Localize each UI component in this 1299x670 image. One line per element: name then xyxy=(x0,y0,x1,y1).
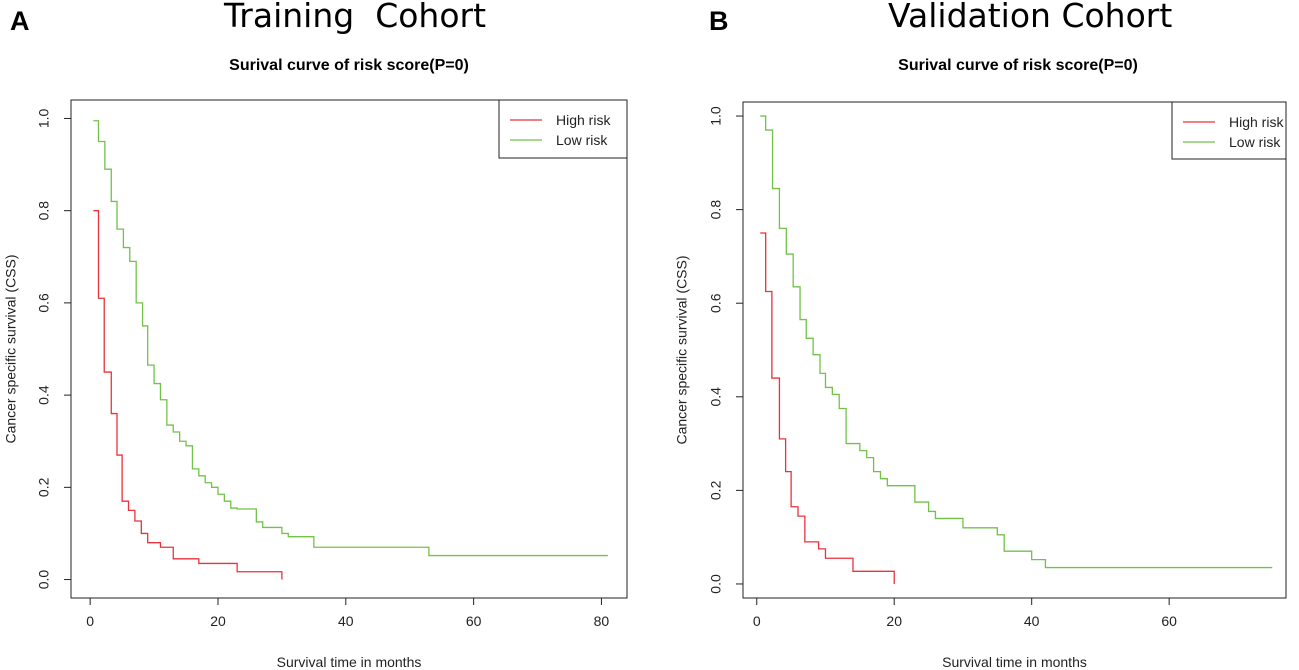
y-tick-label: 0.6 xyxy=(708,293,724,313)
panel-a: A Training Cohort Surival curve of risk … xyxy=(3,0,628,670)
y-tick-label: 0.2 xyxy=(36,477,52,497)
cohort-heading: Training Cohort xyxy=(224,0,487,35)
y-axis-label: Cancer specific survival (CSS) xyxy=(3,254,19,443)
legend-label: High risk xyxy=(556,112,611,128)
x-tick-label: 20 xyxy=(210,613,226,629)
legend-label: Low risk xyxy=(1229,134,1281,150)
series-line-low-risk xyxy=(93,120,608,557)
y-tick-label: 0.4 xyxy=(36,385,52,405)
cohort-heading: Validation Cohort xyxy=(888,0,1173,35)
legend-box xyxy=(498,99,628,159)
series-line-low-risk xyxy=(760,115,1273,569)
y-tick-label: 0.6 xyxy=(36,293,52,313)
y-tick-label: 0.2 xyxy=(708,480,724,500)
series-line-high-risk xyxy=(93,210,283,580)
series-line-high-risk xyxy=(760,232,895,584)
y-tick-label: 0.0 xyxy=(708,574,724,594)
x-tick-label: 0 xyxy=(753,613,761,629)
y-tick-label: 0.8 xyxy=(36,201,52,221)
x-tick-label: 60 xyxy=(1161,613,1177,629)
chart-title: Surival curve of risk score(P=0) xyxy=(229,57,469,74)
y-tick-label: 0.0 xyxy=(36,570,52,590)
legend-label: Low risk xyxy=(556,132,608,148)
survival-chart-validation: Surival curve of risk score(P=0) 0 20 40 60 0… xyxy=(674,57,1287,670)
panel-b: B Validation Cohort Surival curve of ris… xyxy=(650,0,1299,670)
y-tick-label: 1.0 xyxy=(708,106,724,126)
x-tick-label: 40 xyxy=(338,613,354,629)
x-axis-label: Survival time in months xyxy=(277,654,422,670)
legend-label: High risk xyxy=(1229,114,1284,130)
y-tick-label: 1.0 xyxy=(36,109,52,129)
panel-letter: A xyxy=(10,6,30,36)
chart-title: Surival curve of risk score(P=0) xyxy=(898,57,1138,74)
x-tick-label: 0 xyxy=(86,613,94,629)
y-tick-label: 0.4 xyxy=(708,387,724,407)
x-tick-label: 60 xyxy=(466,613,482,629)
panel-letter: B xyxy=(709,6,729,36)
x-tick-label: 80 xyxy=(594,613,610,629)
x-tick-label: 20 xyxy=(886,613,902,629)
x-axis-label: Survival time in months xyxy=(942,654,1087,670)
survival-chart-training: Surival curve of risk score(P=0) 0 20 40 60 8… xyxy=(3,57,628,670)
plot-frame xyxy=(70,99,628,599)
plot-frame xyxy=(742,101,1287,599)
legend-box xyxy=(1171,101,1287,160)
y-axis-label: Cancer specific survival (CSS) xyxy=(674,255,690,444)
y-tick-label: 0.8 xyxy=(708,200,724,220)
x-tick-label: 40 xyxy=(1024,613,1040,629)
